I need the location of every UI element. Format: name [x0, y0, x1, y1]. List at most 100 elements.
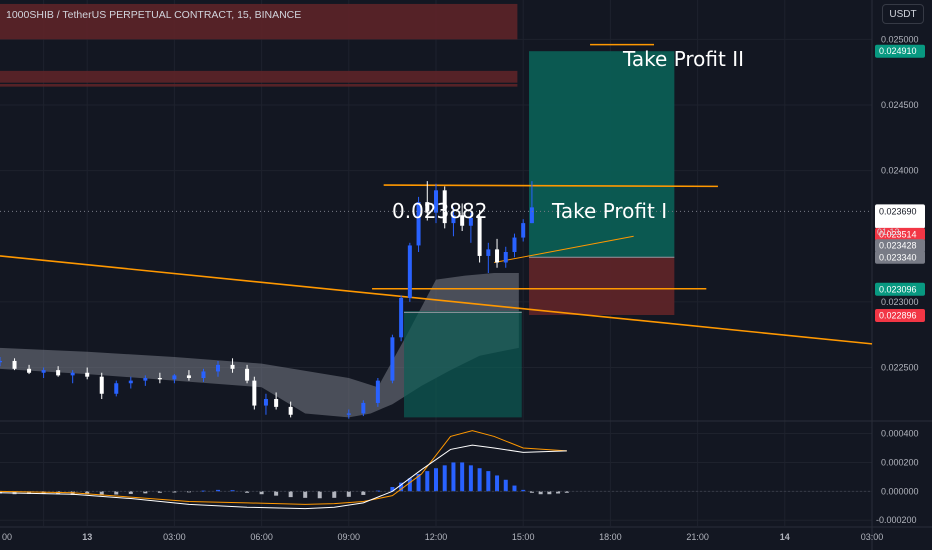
- supply-zone: [0, 70, 518, 83]
- time-tick-label: 03:00: [163, 532, 186, 542]
- price-badge: [875, 44, 925, 58]
- candle-body: [407, 245, 412, 298]
- time-tick-label: 14: [780, 532, 790, 542]
- candle-body: [434, 190, 438, 213]
- macd-histogram-bar: [477, 468, 482, 492]
- candle-body: [361, 402, 366, 414]
- candle-body: [477, 217, 482, 256]
- candle-body: [186, 375, 191, 378]
- macd-histogram-bar: [346, 491, 351, 497]
- candle-body: [114, 383, 119, 394]
- supply-zone: [0, 3, 518, 40]
- symbol-legend: 1000SHIB / TetherUS PERPETUAL CONTRACT, …: [6, 9, 302, 21]
- candle-body: [416, 202, 421, 246]
- currency-button[interactable]: USDT: [882, 4, 924, 24]
- time-tick-label: 06:00: [250, 532, 273, 542]
- price-badge: [875, 239, 925, 253]
- macd-histogram-bar: [114, 491, 119, 495]
- candle-body: [41, 370, 46, 373]
- candle-body: [128, 380, 133, 384]
- macd-signal-line: [0, 430, 567, 505]
- macd-histogram-bar: [460, 462, 465, 492]
- time-tick-label: 18:00: [599, 532, 622, 542]
- price-tick-label: 0.025000: [881, 34, 919, 44]
- candle-body: [503, 252, 508, 263]
- macd-histogram-bar: [288, 491, 293, 498]
- macd-histogram-bar: [512, 485, 517, 492]
- macd-histogram-bar: [416, 474, 421, 492]
- price-badge-label: 0.023514: [879, 229, 917, 239]
- candle-body: [157, 378, 162, 380]
- macd-histogram-bar: [390, 487, 395, 492]
- long-position-profit-zone: [529, 51, 675, 258]
- macd-histogram-bar: [332, 491, 337, 498]
- candle-body: [512, 237, 517, 252]
- macd-histogram-bar: [230, 490, 235, 492]
- macd-histogram-bar: [99, 491, 104, 496]
- macd-histogram-bar: [399, 482, 404, 492]
- candle-body: [451, 215, 456, 224]
- take-profit-2-label: Take Profit II: [623, 47, 745, 71]
- candle-body: [245, 368, 250, 381]
- macd-histogram-bar: [564, 491, 569, 493]
- price-badge: [875, 282, 925, 296]
- candle-body: [85, 372, 90, 377]
- price-badge: [875, 309, 925, 323]
- macd-histogram-bar: [27, 491, 32, 494]
- time-tick-label: 12:00: [425, 532, 448, 542]
- macd-histogram-bar: [245, 491, 250, 493]
- price-badge: [875, 250, 925, 264]
- macd-histogram-bar: [361, 491, 366, 495]
- price-tick-label: 0.024500: [881, 100, 919, 110]
- macd-tick-label: -0.000200: [876, 515, 917, 525]
- macd-histogram-bar: [407, 478, 412, 492]
- candle-body: [442, 190, 447, 224]
- time-tick-label: 21:00: [686, 532, 709, 542]
- price-badge-label: 0.022896: [879, 311, 917, 321]
- price-badge-label: 0.023096: [879, 284, 917, 294]
- macd-histogram-bar: [486, 471, 491, 492]
- descending-trendline: [0, 255, 873, 345]
- price-badge-label: 0.023690: [879, 206, 917, 216]
- macd-histogram-bar: [495, 475, 500, 492]
- macd-histogram-bar: [556, 491, 561, 494]
- candle-body: [201, 371, 206, 378]
- macd-histogram-bar: [259, 491, 264, 495]
- price-annotation: 0.023882: [392, 199, 488, 223]
- macd-tick-label: 0.000000: [881, 486, 919, 496]
- candle-body: [390, 337, 395, 381]
- long-position-loss-zone: [529, 257, 675, 315]
- candle-body: [230, 364, 235, 369]
- macd-histogram-bar: [442, 465, 447, 492]
- take-profit-1-label: Take Profit I: [552, 199, 668, 223]
- macd-histogram-bar: [529, 491, 534, 493]
- price-badge-label: 0.024910: [879, 46, 917, 56]
- price-badge: [875, 204, 925, 229]
- macd-histogram-bar: [216, 489, 220, 492]
- candle-body: [263, 399, 268, 406]
- candle-body: [27, 368, 32, 373]
- cloud-band: [0, 273, 519, 418]
- candle-body: [375, 380, 380, 403]
- time-tick-label: 13: [82, 532, 92, 542]
- candle-body: [346, 413, 351, 415]
- time-tick-label: 00: [2, 532, 12, 542]
- candle-body: [99, 376, 104, 394]
- macd-histogram-bar: [521, 489, 526, 492]
- candle-body: [274, 399, 279, 407]
- candle-body: [252, 380, 257, 406]
- candle-body: [399, 297, 404, 338]
- macd-histogram-bar: [143, 491, 148, 494]
- macd-histogram-bar: [201, 490, 206, 492]
- macd-line: [0, 444, 567, 510]
- time-tick-label: 15:00: [512, 532, 535, 542]
- candle-body: [460, 215, 465, 226]
- countdown-timer: 01:13: [877, 227, 900, 237]
- macd-histogram-bar: [468, 465, 473, 492]
- candle-body: [0, 360, 2, 363]
- price-tick-label: 0.024000: [881, 166, 919, 176]
- macd-histogram-bar: [317, 491, 322, 499]
- time-tick-label: 03:00: [861, 532, 884, 542]
